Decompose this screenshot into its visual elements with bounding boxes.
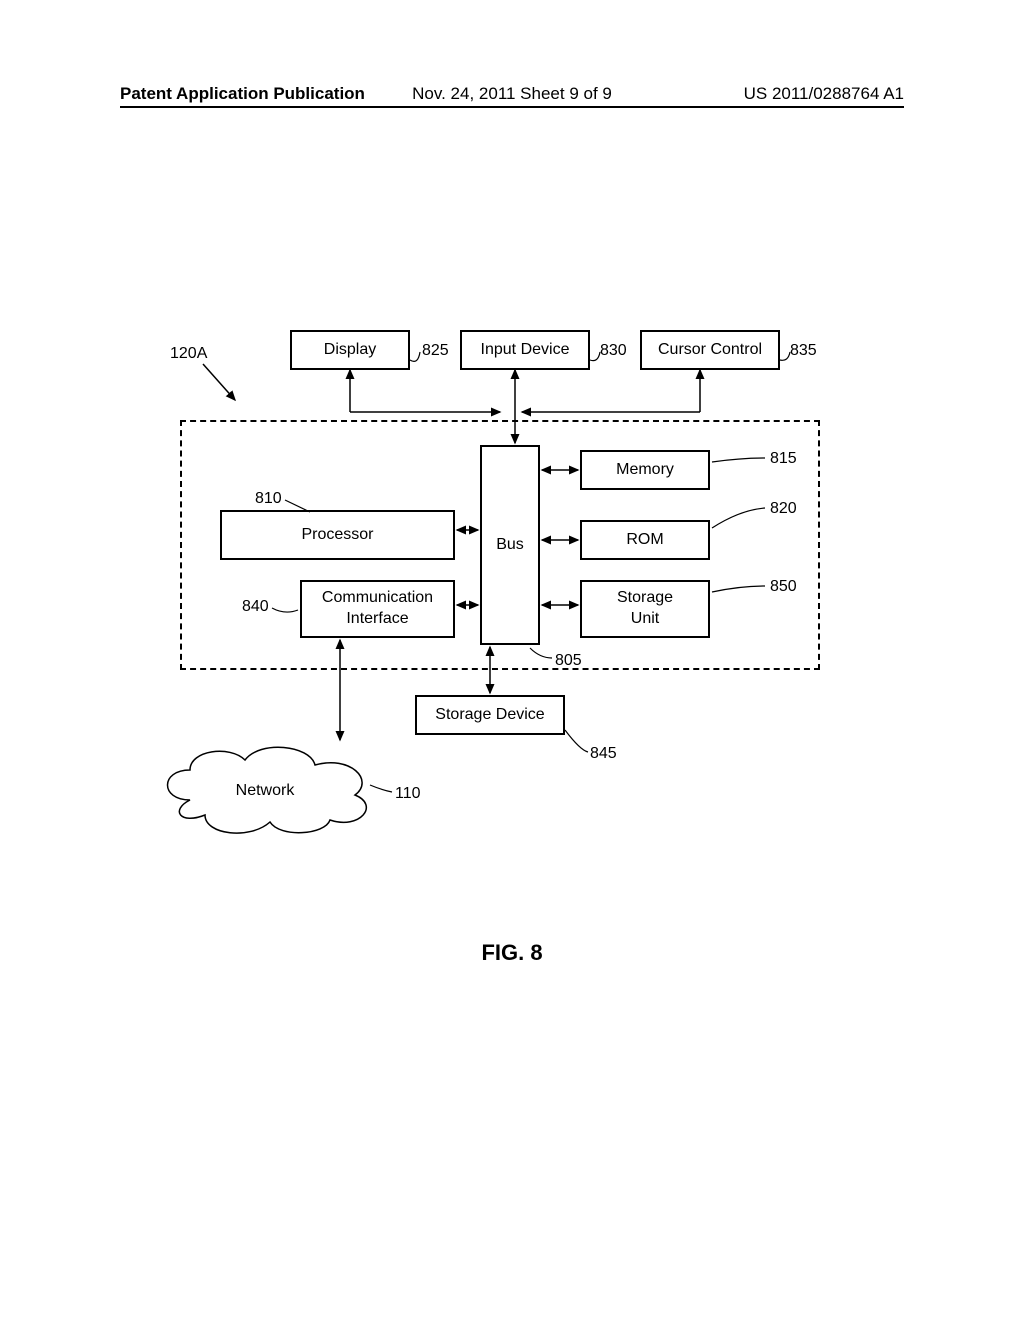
storage-device-label: Storage Device: [435, 705, 544, 726]
storage-unit-box: Storage Unit: [580, 580, 710, 638]
ref-845: 845: [590, 745, 617, 763]
storage-device-box: Storage Device: [415, 695, 565, 735]
input-device-box: Input Device: [460, 330, 590, 370]
page-header: Patent Application Publication Nov. 24, …: [120, 84, 904, 108]
cursor-label: Cursor Control: [658, 340, 762, 361]
ref-840: 840: [242, 598, 269, 616]
header-mid: Nov. 24, 2011 Sheet 9 of 9: [412, 84, 612, 104]
ref-835: 835: [790, 342, 817, 360]
ref-110: 110: [395, 785, 421, 803]
rom-box: ROM: [580, 520, 710, 560]
ref-850: 850: [770, 578, 797, 596]
processor-box: Processor: [220, 510, 455, 560]
header-right: US 2011/0288764 A1: [744, 84, 904, 104]
bus-label: Bus: [496, 535, 524, 556]
storage-unit-label: Storage Unit: [617, 588, 673, 630]
ref-820: 820: [770, 500, 797, 518]
ref-815: 815: [770, 450, 797, 468]
comm-interface-box: Communication Interface: [300, 580, 455, 638]
display-box: Display: [290, 330, 410, 370]
bus-box: Bus: [480, 445, 540, 645]
ref-120a: 120A: [170, 345, 207, 363]
header-left: Patent Application Publication: [120, 84, 365, 103]
rom-label: ROM: [626, 530, 663, 551]
page: Patent Application Publication Nov. 24, …: [0, 0, 1024, 1320]
input-label: Input Device: [481, 340, 570, 361]
figure-caption: FIG. 8: [0, 940, 1024, 966]
network-label: Network: [236, 782, 296, 799]
ref-810: 810: [255, 490, 282, 508]
block-diagram: Display Input Device Cursor Control Proc…: [160, 330, 880, 850]
ref-830: 830: [600, 342, 627, 360]
display-label: Display: [324, 340, 376, 361]
comm-label: Communication Interface: [322, 588, 433, 630]
network-cloud-icon: Network: [150, 730, 390, 840]
ref-805: 805: [555, 652, 582, 670]
ref-825: 825: [422, 342, 449, 360]
memory-label: Memory: [616, 460, 674, 481]
processor-label: Processor: [301, 525, 373, 546]
memory-box: Memory: [580, 450, 710, 490]
cursor-control-box: Cursor Control: [640, 330, 780, 370]
